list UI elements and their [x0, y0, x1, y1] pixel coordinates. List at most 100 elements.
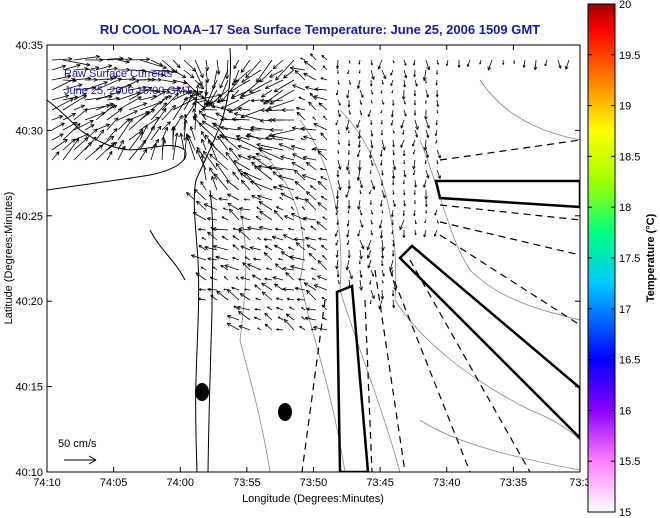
- current-vector-head: [234, 79, 238, 83]
- current-vector-head: [260, 100, 265, 103]
- current-vector-head: [174, 93, 179, 96]
- current-vector-head: [78, 84, 83, 88]
- current-vector-head: [360, 246, 364, 250]
- current-vector-head: [314, 88, 319, 92]
- current-vector-head: [276, 297, 279, 301]
- current-vector: [194, 69, 203, 86]
- current-vector: [161, 69, 175, 73]
- current-vector: [128, 139, 147, 161]
- current-vector: [300, 128, 317, 131]
- current-vector: [237, 108, 251, 111]
- current-vector: [282, 288, 295, 291]
- current-vector: [172, 79, 187, 84]
- current-vector-head: [336, 206, 339, 210]
- current-vector-head: [371, 133, 374, 137]
- current-vector-head: [198, 228, 201, 232]
- current-vector-head: [266, 267, 269, 270]
- current-vector-head: [77, 138, 80, 143]
- current-vector: [117, 59, 130, 63]
- colorbar-tick-label: 17: [619, 304, 631, 316]
- current-vector: [272, 59, 284, 70]
- current-vector: [214, 173, 229, 191]
- current-vector-head: [301, 307, 303, 309]
- x-axis-label: Longitude (Degrees:Minutes): [242, 493, 384, 505]
- current-vector: [215, 162, 229, 181]
- current-vector-head: [168, 95, 172, 99]
- current-vector: [95, 91, 121, 101]
- current-vector-head: [293, 169, 297, 174]
- current-vector-head: [113, 128, 118, 131]
- current-vector-head: [348, 104, 351, 108]
- current-vector: [380, 199, 383, 207]
- current-vector-head: [238, 208, 243, 211]
- current-vector: [264, 323, 273, 331]
- current-vector: [84, 124, 95, 131]
- current-vector-head: [229, 88, 233, 93]
- current-vector-head: [164, 126, 168, 131]
- current-vector: [390, 79, 394, 86]
- current-vector-head: [159, 101, 163, 105]
- current-vector: [235, 135, 251, 141]
- current-vector-head: [361, 274, 363, 278]
- current-vector-head: [402, 132, 405, 135]
- current-vector-head: [321, 297, 324, 300]
- current-vector-head: [263, 103, 268, 105]
- current-vector: [200, 266, 207, 271]
- current-vector-head: [216, 101, 221, 104]
- current-vector-head: [415, 126, 419, 130]
- x-tick-label: 73:3: [569, 477, 590, 489]
- current-vector-head: [146, 58, 150, 62]
- current-vector-head: [138, 131, 143, 135]
- current-vector-head: [256, 78, 258, 83]
- current-vector-head: [380, 111, 383, 114]
- current-vector-head: [221, 99, 226, 103]
- current-vector-head: [320, 77, 323, 80]
- current-vector-head: [393, 305, 396, 309]
- current-vector: [62, 84, 83, 91]
- current-vector: [251, 274, 262, 281]
- current-vector-head: [157, 79, 162, 82]
- site-marker: [195, 383, 209, 401]
- current-vector: [359, 239, 364, 250]
- barrier-island: [207, 189, 214, 472]
- current-vector: [425, 59, 430, 71]
- current-vector: [337, 109, 341, 118]
- current-vector-head: [261, 282, 264, 287]
- current-vector-head: [219, 134, 223, 138]
- current-vector: [256, 216, 262, 221]
- current-vector-head: [161, 136, 164, 141]
- current-vector-head: [425, 116, 428, 120]
- current-vector-head: [373, 76, 375, 80]
- current-vector-head: [200, 108, 205, 112]
- current-vector-head: [348, 205, 351, 209]
- current-vector: [198, 245, 207, 251]
- current-vector: [51, 94, 69, 101]
- current-vector: [254, 308, 262, 311]
- current-vector: [73, 92, 87, 101]
- current-vector-head: [379, 306, 382, 310]
- y-tick-label: 40:15: [15, 382, 43, 394]
- current-vector: [51, 115, 63, 121]
- current-vector-head: [254, 165, 257, 170]
- current-vector-head: [209, 276, 213, 280]
- current-vector: [274, 244, 284, 251]
- current-vector: [367, 109, 372, 117]
- current-vector-head: [61, 64, 66, 67]
- current-vector: [161, 79, 177, 83]
- current-vector-head: [395, 286, 397, 291]
- current-vector-head: [74, 122, 78, 126]
- current-vector: [209, 153, 229, 171]
- current-vector-head: [237, 169, 241, 174]
- current-vector-head: [192, 100, 196, 105]
- current-vector: [106, 76, 118, 81]
- current-vector-head: [357, 206, 359, 210]
- current-vector-head: [72, 80, 77, 83]
- current-vector: [436, 169, 441, 179]
- current-vector-head: [280, 192, 284, 197]
- current-vector-head: [145, 111, 150, 114]
- current-vector: [51, 75, 71, 81]
- current-vector-head: [359, 71, 361, 74]
- current-vector-head: [147, 79, 152, 82]
- current-vector-head: [195, 272, 200, 274]
- current-vector-head: [335, 234, 338, 237]
